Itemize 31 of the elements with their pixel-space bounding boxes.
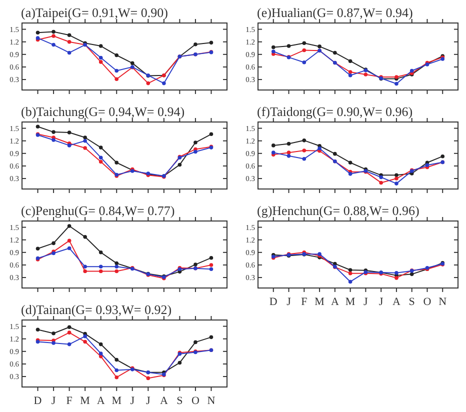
x-tick-label: A: [96, 395, 105, 407]
x-tick-label: A: [330, 296, 339, 308]
x-tick-label: A: [160, 395, 168, 407]
x-tick-label: F: [301, 296, 308, 308]
x-tick-label: M: [345, 296, 356, 308]
x-tick-label: J: [378, 296, 384, 308]
x-tick-label: N: [438, 296, 447, 308]
x-tick-label: O: [191, 395, 200, 407]
x-tick-label: M: [80, 395, 90, 407]
chart-title: (g)Henchun(G= 0.88,W= 0.96): [257, 203, 420, 218]
chart-title: (d)Tainan(G= 0.93,W= 0.92): [21, 302, 172, 317]
chart-title: (c)Penghu(G= 0.84,W= 0.77): [21, 203, 175, 218]
x-tick-label: D: [34, 395, 42, 407]
chart-title: (e)Hualian(G= 0.87,W= 0.94): [257, 5, 413, 20]
x-tick-label: D: [269, 296, 278, 308]
x-tick-label: J: [51, 395, 56, 407]
chart-title: (a)Taipei(G= 0.91,W= 0.90): [21, 5, 168, 20]
x-tick-label: S: [408, 296, 415, 308]
chart-title: (f)Taidong(G= 0.90,W= 0.96): [257, 104, 413, 119]
x-tick-label: J: [364, 296, 369, 308]
x-tick-label: J: [146, 395, 152, 407]
x-tick-label: J: [130, 395, 136, 407]
chart-title: (b)Taichung(G= 0.94,W= 0.94): [21, 104, 185, 119]
x-tick-label: A: [392, 296, 400, 308]
x-tick-label: J: [286, 296, 292, 308]
x-tick-label: S: [176, 395, 183, 407]
x-tick-label: O: [423, 296, 432, 308]
x-tick-label: M: [112, 395, 122, 407]
x-tick-label: F: [66, 395, 72, 407]
x-tick-label: M: [314, 296, 325, 308]
x-tick-label: N: [207, 395, 216, 407]
